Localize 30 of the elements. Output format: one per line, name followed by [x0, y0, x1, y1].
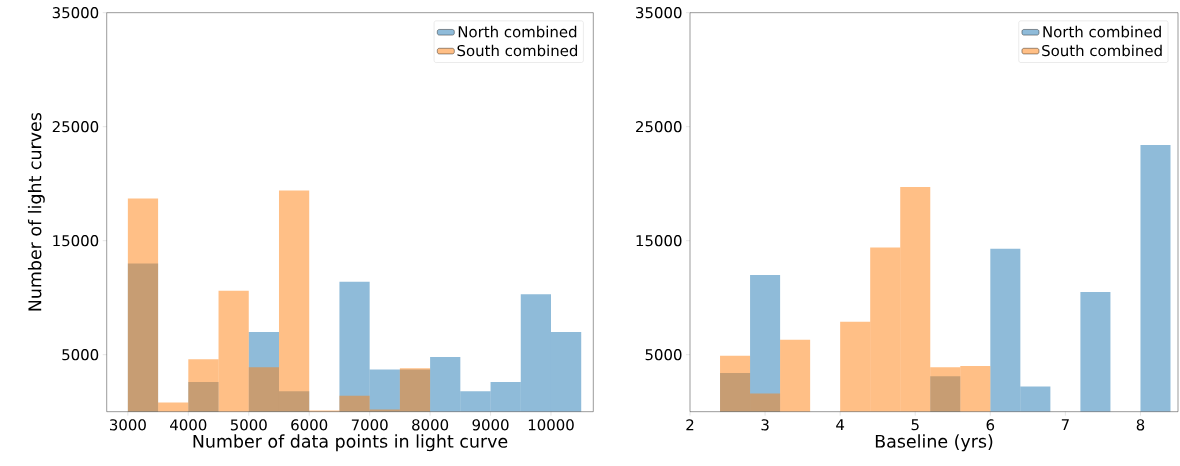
x-axis-title: Number of data points in light curve — [193, 434, 508, 452]
x-tick-label: 4000 — [170, 419, 207, 431]
x-tick-label: 8 — [1136, 419, 1145, 431]
x-tick-label: 10000 — [528, 419, 574, 431]
x-axis-title: Baseline (yrs) — [875, 434, 993, 452]
x-tick-label: 9000 — [472, 419, 509, 431]
x-tick-label: 7000 — [351, 419, 388, 431]
x-tick-label: 6000 — [291, 419, 328, 431]
y-tick-label: 25000 — [52, 121, 99, 133]
x-tick-label: 2 — [686, 419, 694, 431]
y-axis-title: Number of light curves — [27, 113, 45, 311]
legend-label: South combined — [1042, 44, 1162, 57]
x-tick-label: 5000 — [230, 419, 267, 431]
y-tick-label: 35000 — [636, 7, 682, 19]
x-tick-label: 6 — [986, 419, 995, 431]
x-tick-label: 5 — [911, 419, 919, 431]
y-tick-label: 25000 — [636, 121, 682, 133]
x-tick-label: 3 — [761, 419, 769, 431]
y-tick-label: 5000 — [62, 349, 99, 361]
x-tick-label: 8000 — [412, 419, 449, 431]
legend-label: North combined — [1043, 25, 1161, 38]
y-tick-label: 15000 — [53, 235, 99, 247]
y-tick-label: 15000 — [636, 235, 682, 247]
y-tick-label: 5000 — [645, 349, 682, 361]
legend-label: South combined — [457, 44, 578, 57]
x-tick-label: 4 — [836, 419, 845, 431]
legend-label: North combined — [458, 25, 577, 38]
x-tick-label: 7 — [1061, 419, 1069, 431]
x-tick-label: 3000 — [109, 419, 146, 431]
y-tick-label: 35000 — [52, 7, 99, 19]
